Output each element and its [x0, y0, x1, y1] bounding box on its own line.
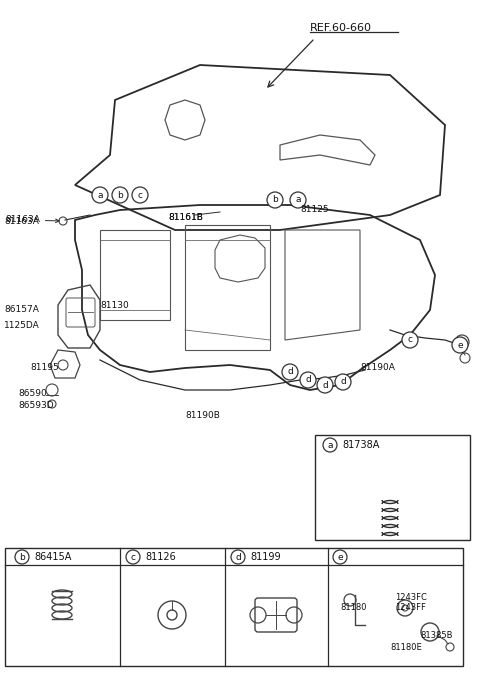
FancyBboxPatch shape: [315, 435, 470, 540]
Text: 81180E: 81180E: [390, 643, 422, 653]
Text: e: e: [457, 341, 463, 349]
Circle shape: [267, 192, 283, 208]
Circle shape: [282, 364, 298, 380]
Text: c: c: [137, 190, 143, 199]
Text: 86415A: 86415A: [34, 552, 72, 562]
Text: 81738A: 81738A: [342, 440, 379, 450]
Text: REF.60-660: REF.60-660: [310, 23, 372, 33]
Text: 81126: 81126: [145, 552, 176, 562]
Text: 81195: 81195: [30, 363, 59, 372]
Circle shape: [126, 550, 140, 564]
Text: a: a: [295, 195, 301, 205]
FancyBboxPatch shape: [5, 548, 463, 666]
Text: 81190B: 81190B: [185, 411, 220, 419]
Circle shape: [317, 377, 333, 393]
Circle shape: [452, 337, 468, 353]
Circle shape: [15, 550, 29, 564]
Text: 1243FC: 1243FC: [395, 594, 427, 602]
Circle shape: [335, 374, 351, 390]
Text: 81180: 81180: [340, 604, 367, 612]
Circle shape: [300, 372, 316, 388]
Text: 86593D: 86593D: [18, 400, 54, 409]
Text: b: b: [272, 195, 278, 205]
Text: d: d: [287, 367, 293, 376]
Text: 86157A: 86157A: [4, 306, 39, 314]
Circle shape: [92, 187, 108, 203]
Circle shape: [132, 187, 148, 203]
Text: 81130: 81130: [100, 301, 129, 310]
Circle shape: [323, 438, 337, 452]
Circle shape: [231, 550, 245, 564]
Text: 81385B: 81385B: [420, 631, 453, 639]
Text: 81125: 81125: [300, 205, 329, 215]
Text: b: b: [117, 190, 123, 199]
Text: d: d: [322, 380, 328, 390]
Text: 81163A: 81163A: [4, 217, 39, 227]
Text: 81190A: 81190A: [360, 363, 395, 372]
Text: d: d: [340, 378, 346, 386]
Text: e: e: [337, 553, 343, 561]
Text: b: b: [19, 553, 25, 561]
Circle shape: [333, 550, 347, 564]
Text: a: a: [97, 190, 103, 199]
Text: 1125DA: 1125DA: [4, 320, 40, 330]
Text: 81199: 81199: [250, 552, 281, 562]
Text: d: d: [235, 553, 241, 561]
Text: a: a: [327, 441, 333, 450]
Text: 81163A: 81163A: [5, 215, 59, 225]
Text: c: c: [131, 553, 135, 561]
Text: c: c: [408, 336, 412, 345]
Text: d: d: [305, 376, 311, 384]
Circle shape: [290, 192, 306, 208]
Text: 1243FF: 1243FF: [395, 604, 426, 612]
Text: 86590: 86590: [18, 388, 47, 398]
Circle shape: [402, 332, 418, 348]
Text: 81161B: 81161B: [168, 213, 203, 223]
Circle shape: [112, 187, 128, 203]
Text: 81161B: 81161B: [168, 213, 203, 223]
